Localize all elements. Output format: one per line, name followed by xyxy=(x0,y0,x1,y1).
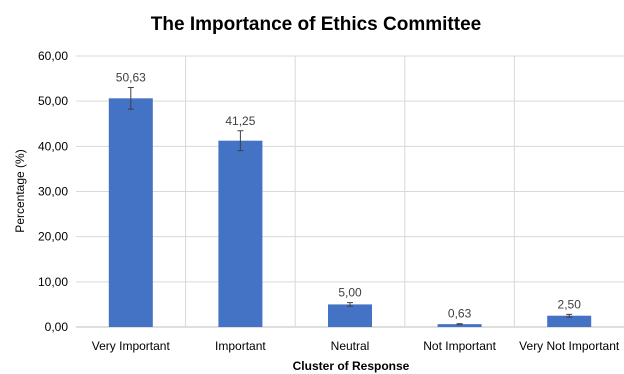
y-tick-label: 20,00 xyxy=(38,230,68,244)
data-label: 5,00 xyxy=(338,286,362,300)
chart-title: The Importance of Ethics Committee xyxy=(151,14,481,35)
error-bar xyxy=(237,130,244,152)
x-tick-label: Neutral xyxy=(331,339,370,353)
bar xyxy=(547,315,592,327)
error-bar xyxy=(566,313,573,318)
y-tick-label: 10,00 xyxy=(38,275,68,289)
bar xyxy=(437,324,482,327)
y-axis-title: Percentage (%) xyxy=(13,149,27,232)
y-tick-label: 30,00 xyxy=(38,185,68,199)
y-axis-ticks: 0,00 10,00 20,00 30,00 40,00 50,00 60,00 xyxy=(38,49,68,334)
x-tick-label: Very Important xyxy=(92,339,171,353)
x-axis-ticks: Very Important Important Neutral Not Import… xyxy=(92,339,620,353)
x-tick-label: Not Important xyxy=(423,339,496,353)
bars: 50,63 41,25 5,00 0,63 2,50 xyxy=(108,70,592,327)
gridlines xyxy=(76,55,624,328)
data-label: 50,63 xyxy=(116,70,146,84)
x-tick-label: Very Not Important xyxy=(519,339,620,353)
bar xyxy=(108,98,153,327)
y-tick-label: 40,00 xyxy=(38,139,68,153)
y-tick-label: 60,00 xyxy=(38,49,68,63)
error-bar xyxy=(127,86,134,110)
x-axis-title: Cluster of Response xyxy=(293,359,410,373)
x-tick-label: Important xyxy=(215,339,266,353)
data-label: 41,25 xyxy=(225,114,255,128)
bar xyxy=(218,140,263,327)
y-tick-label: 50,00 xyxy=(38,94,68,108)
bar xyxy=(328,304,372,327)
data-label: 2,50 xyxy=(558,297,582,311)
data-label: 0,63 xyxy=(448,307,472,321)
error-bar xyxy=(456,323,463,326)
error-bar xyxy=(347,302,353,307)
y-tick-label: 0,00 xyxy=(45,320,69,334)
